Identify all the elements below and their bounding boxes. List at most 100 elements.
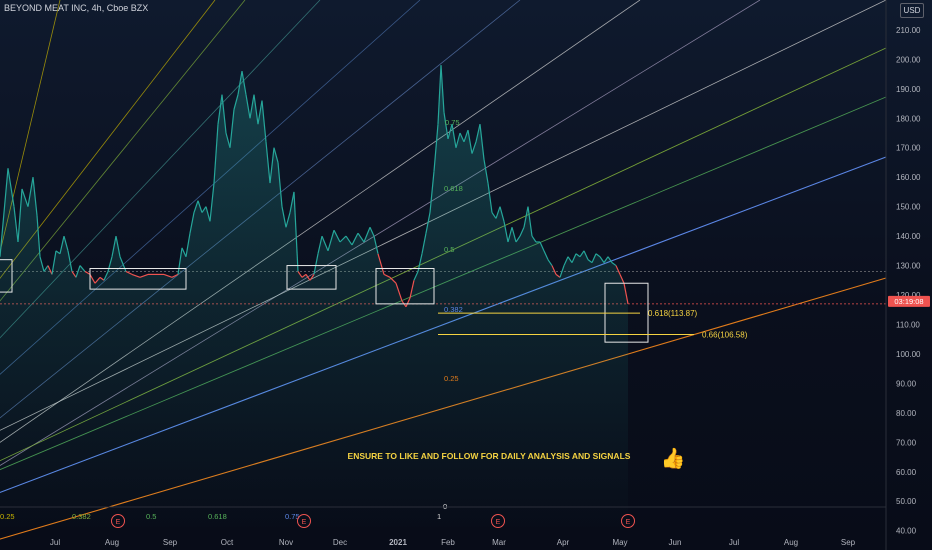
price-line-segment — [301, 273, 307, 278]
x-tick-label: Feb — [441, 538, 455, 547]
x-tick-label: Jul — [729, 538, 739, 547]
price-line-segment — [131, 273, 141, 278]
price-line-segment — [527, 206, 533, 237]
price-line-segment — [531, 235, 537, 243]
y-tick-label: 170.00 — [896, 144, 921, 153]
price-line-segment — [519, 227, 525, 237]
price-line-segment — [75, 265, 81, 278]
price-line-segment — [433, 124, 439, 172]
y-tick-label: 80.00 — [896, 409, 917, 418]
support-zone-box — [375, 268, 435, 305]
price-line-segment — [36, 215, 41, 257]
earnings-marker-label: E — [626, 519, 631, 526]
price-line-segment — [567, 256, 573, 263]
price-line-segment — [225, 132, 231, 148]
bottom-fan-label: 0.618 — [208, 512, 227, 521]
bottom-fan-label: 0.382 — [72, 512, 91, 521]
price-line-segment — [447, 123, 453, 140]
price-line-segment — [357, 232, 365, 243]
price-line-segment — [555, 273, 561, 278]
price-line-segment — [27, 177, 34, 207]
price-line-segment — [245, 94, 251, 119]
price-line-segment — [571, 253, 577, 263]
price-line-segment — [543, 250, 549, 260]
price-line-segment — [623, 283, 629, 304]
y-tick-label: 110.00 — [896, 320, 920, 329]
price-line-segment — [209, 183, 215, 222]
earnings-marker[interactable] — [491, 514, 505, 528]
price-line-segment — [383, 273, 391, 278]
price-line-segment — [467, 129, 473, 154]
fib-level-label: 0.66(106.58) — [702, 331, 748, 340]
price-line-segment — [575, 253, 581, 258]
price-line-segment — [363, 227, 371, 243]
price-line-segment — [189, 212, 195, 234]
price-line-segment — [615, 265, 621, 275]
fib-level-label: 0.618(113.87) — [648, 309, 698, 318]
price-line-segment — [281, 206, 287, 228]
price-line-segment — [193, 200, 199, 213]
fan-ratio-label: 0.382 — [444, 305, 463, 314]
price-line-segment — [463, 129, 469, 143]
price-line-segment — [71, 271, 77, 278]
price-line-segment — [79, 265, 86, 272]
y-tick-label: 130.00 — [896, 262, 921, 271]
bottom-fan-label: 0.25 — [0, 512, 15, 521]
price-line-segment — [317, 235, 323, 254]
price-line-segment — [425, 212, 431, 234]
earnings-marker[interactable] — [297, 514, 311, 528]
price-line-segment — [94, 276, 101, 284]
earnings-marker[interactable] — [111, 514, 125, 528]
y-tick-label: 180.00 — [896, 114, 921, 123]
y-tick-label: 200.00 — [896, 55, 921, 64]
x-tick-label: Dec — [333, 538, 347, 547]
price-line-segment — [409, 280, 415, 299]
y-tick-label: 40.00 — [896, 527, 917, 536]
fan-ratio-label: 0.75 — [445, 118, 460, 127]
price-line-segment — [603, 256, 609, 263]
price-line-segment — [213, 124, 219, 184]
price-line-segment — [345, 235, 353, 246]
price-line-segment — [437, 65, 442, 125]
support-zone-box — [89, 268, 187, 290]
last-price-countdown: 03:19:08 — [894, 297, 923, 306]
price-line-segment — [67, 250, 73, 272]
y-tick-label: 90.00 — [896, 379, 917, 388]
x-tick-label: Apr — [557, 538, 570, 547]
price-line-segment — [39, 256, 45, 272]
x-tick-label: Mar — [492, 538, 506, 547]
x-tick-label: Aug — [105, 538, 119, 547]
x-tick-label: May — [612, 538, 627, 547]
bottom-fan-label: 0.75 — [285, 512, 300, 521]
x-tick-label: Aug — [784, 538, 798, 547]
price-line-segment — [421, 233, 427, 254]
earnings-marker[interactable] — [621, 514, 635, 528]
price-line-segment — [51, 250, 57, 275]
last-price-tag — [888, 295, 930, 307]
price-line-segment — [523, 206, 529, 228]
price-line-segment — [163, 273, 173, 278]
x-tick-label: 2021 — [389, 538, 407, 547]
price-line-segment — [459, 132, 465, 143]
price-line-segment — [499, 206, 505, 222]
price-line-segment — [205, 206, 211, 222]
y-tick-label: 150.00 — [896, 203, 921, 212]
price-line-segment — [265, 141, 271, 184]
price-line-segment — [115, 235, 121, 257]
price-line-segment — [551, 265, 557, 275]
price-line-segment — [84, 270, 91, 275]
price-line-segment — [171, 273, 179, 278]
price-line-segment — [249, 94, 255, 119]
price-line-segment — [63, 235, 69, 251]
price-line-segment — [475, 124, 481, 142]
fan-ratio-label: 0.5 — [444, 245, 454, 254]
earnings-marker-label: E — [302, 519, 307, 526]
price-line-segment — [591, 253, 597, 263]
price-line-segment — [139, 273, 149, 278]
earnings-marker-label: E — [116, 519, 121, 526]
y-tick-label: 50.00 — [896, 497, 917, 506]
y-tick-label: 120.00 — [896, 291, 921, 300]
currency-button[interactable]: USD — [900, 3, 924, 18]
price-line-segment — [511, 227, 517, 243]
